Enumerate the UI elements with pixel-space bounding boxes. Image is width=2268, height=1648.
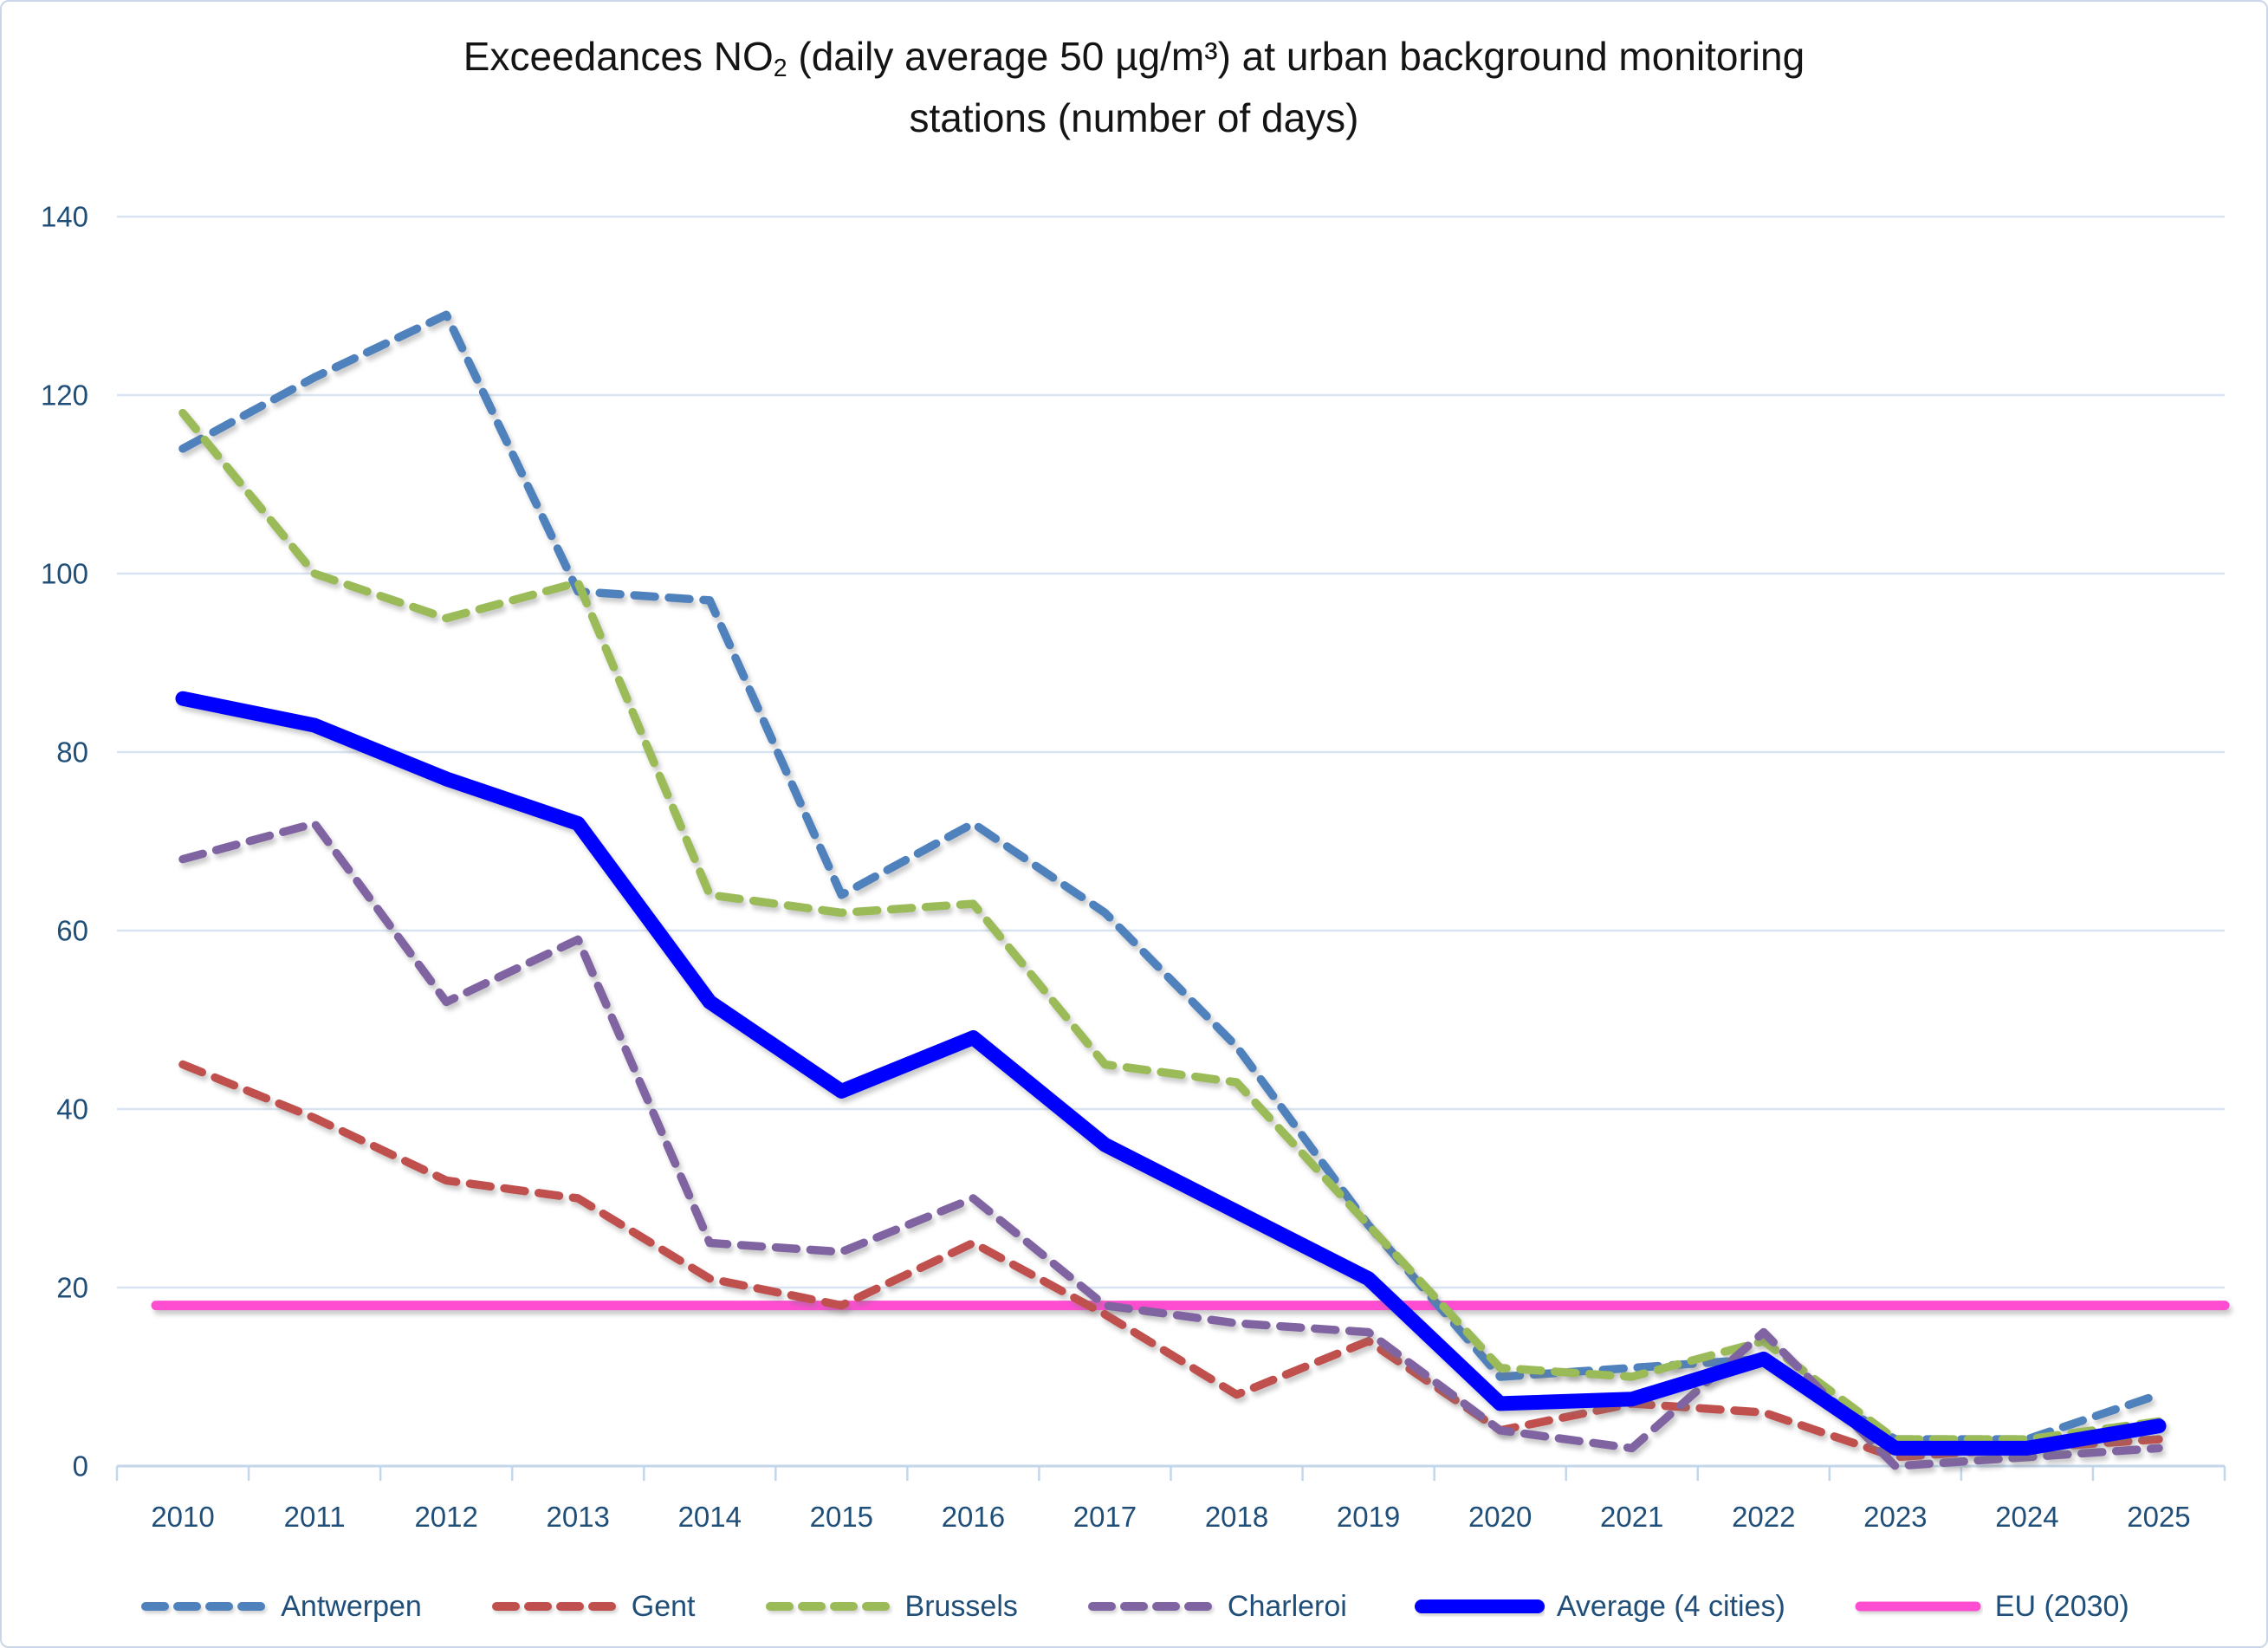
y-axis-label-40: 40 bbox=[56, 1093, 88, 1126]
series-line-charleroi bbox=[178, 819, 2163, 1470]
series-line-brussels bbox=[178, 408, 2163, 1444]
title-text-post: (daily average 50 µg/m³) at urban backgr… bbox=[787, 34, 1805, 79]
y-axis-labels: 0 20 40 60 80 100 120 140 bbox=[41, 201, 88, 1483]
y-axis-label-100: 100 bbox=[41, 558, 88, 590]
x-axis-label-2025: 2025 bbox=[2127, 1501, 2190, 1533]
x-axis-label-2015: 2015 bbox=[810, 1501, 873, 1533]
x-axis-label-2022: 2022 bbox=[1732, 1501, 1795, 1533]
y-axis-label-80: 80 bbox=[56, 736, 88, 769]
chart-title-line2: stations (number of days) bbox=[909, 95, 1359, 141]
y-axis-label-20: 20 bbox=[56, 1272, 88, 1304]
legend-item-eu-2030: EU (2030) bbox=[1853, 1590, 2129, 1624]
series-line-average-4-cities bbox=[175, 691, 2167, 1456]
x-axis-label-2021: 2021 bbox=[1600, 1501, 1663, 1533]
legend-item-brussels: Brussels bbox=[763, 1590, 1018, 1624]
x-axis-label-2024: 2024 bbox=[1995, 1501, 2058, 1533]
y-axis-label-0: 0 bbox=[73, 1450, 88, 1483]
legend-key-gent bbox=[491, 1602, 617, 1611]
legend-key-brussels bbox=[765, 1602, 891, 1611]
title-text-pre: Exceedances NO bbox=[463, 34, 774, 79]
x-axis-label-2019: 2019 bbox=[1337, 1501, 1400, 1533]
x-axis-label-2016: 2016 bbox=[942, 1501, 1005, 1533]
legend-key-eu-2030 bbox=[1855, 1601, 1981, 1612]
legend-label-antwerpen: Antwerpen bbox=[281, 1589, 422, 1623]
x-axis-label-2014: 2014 bbox=[678, 1501, 742, 1533]
chart-title-line1: Exceedances NO2 (daily average 50 µg/m³)… bbox=[2, 26, 2266, 88]
x-axis-labels: 2010 2011 2012 2013 2014 2015 2016 2017 2018 2019… bbox=[151, 1501, 2190, 1533]
x-axis bbox=[115, 1464, 2226, 1481]
series-line-gent bbox=[178, 1060, 2163, 1462]
legend-label-average-4-cities: Average (4 cities) bbox=[1556, 1589, 1785, 1623]
legend-label-gent: Gent bbox=[631, 1589, 696, 1623]
legend-item-charleroi: Charleroi bbox=[1085, 1590, 1347, 1624]
legend-item-gent: Gent bbox=[489, 1590, 696, 1624]
gridlines bbox=[117, 215, 2225, 1289]
x-axis-label-2018: 2018 bbox=[1205, 1501, 1268, 1533]
legend-label-charleroi: Charleroi bbox=[1227, 1589, 1347, 1623]
x-axis-label-2023: 2023 bbox=[1863, 1501, 1927, 1533]
legend-key-average-4-cities bbox=[1414, 1599, 1545, 1613]
x-axis-label-2017: 2017 bbox=[1073, 1501, 1137, 1533]
legend-item-average-4-cities: Average (4 cities) bbox=[1414, 1589, 1785, 1624]
x-axis-label-2020: 2020 bbox=[1468, 1501, 1532, 1533]
chart-title: Exceedances NO2 (daily average 50 µg/m³)… bbox=[2, 26, 2266, 150]
chart-legend: Antwerpen Gent Brussels Charleroi Average (4… bbox=[2, 1575, 2266, 1638]
legend-label-eu-2030: EU (2030) bbox=[1994, 1589, 2129, 1623]
y-axis-label-60: 60 bbox=[56, 915, 88, 947]
legend-label-brussels: Brussels bbox=[904, 1589, 1018, 1623]
series-line-antwerpen bbox=[178, 310, 2163, 1444]
y-axis-label-120: 120 bbox=[41, 380, 88, 412]
legend-key-charleroi bbox=[1087, 1602, 1213, 1611]
y-axis-label-140: 140 bbox=[41, 201, 88, 233]
legend-item-antwerpen: Antwerpen bbox=[139, 1590, 422, 1624]
x-axis-label-2012: 2012 bbox=[414, 1501, 477, 1533]
x-axis-label-2013: 2013 bbox=[547, 1501, 610, 1533]
title-subscript: 2 bbox=[773, 55, 787, 83]
x-axis-label-2010: 2010 bbox=[151, 1501, 214, 1533]
legend-key-antwerpen bbox=[141, 1602, 267, 1611]
x-axis-label-2011: 2011 bbox=[284, 1501, 346, 1533]
